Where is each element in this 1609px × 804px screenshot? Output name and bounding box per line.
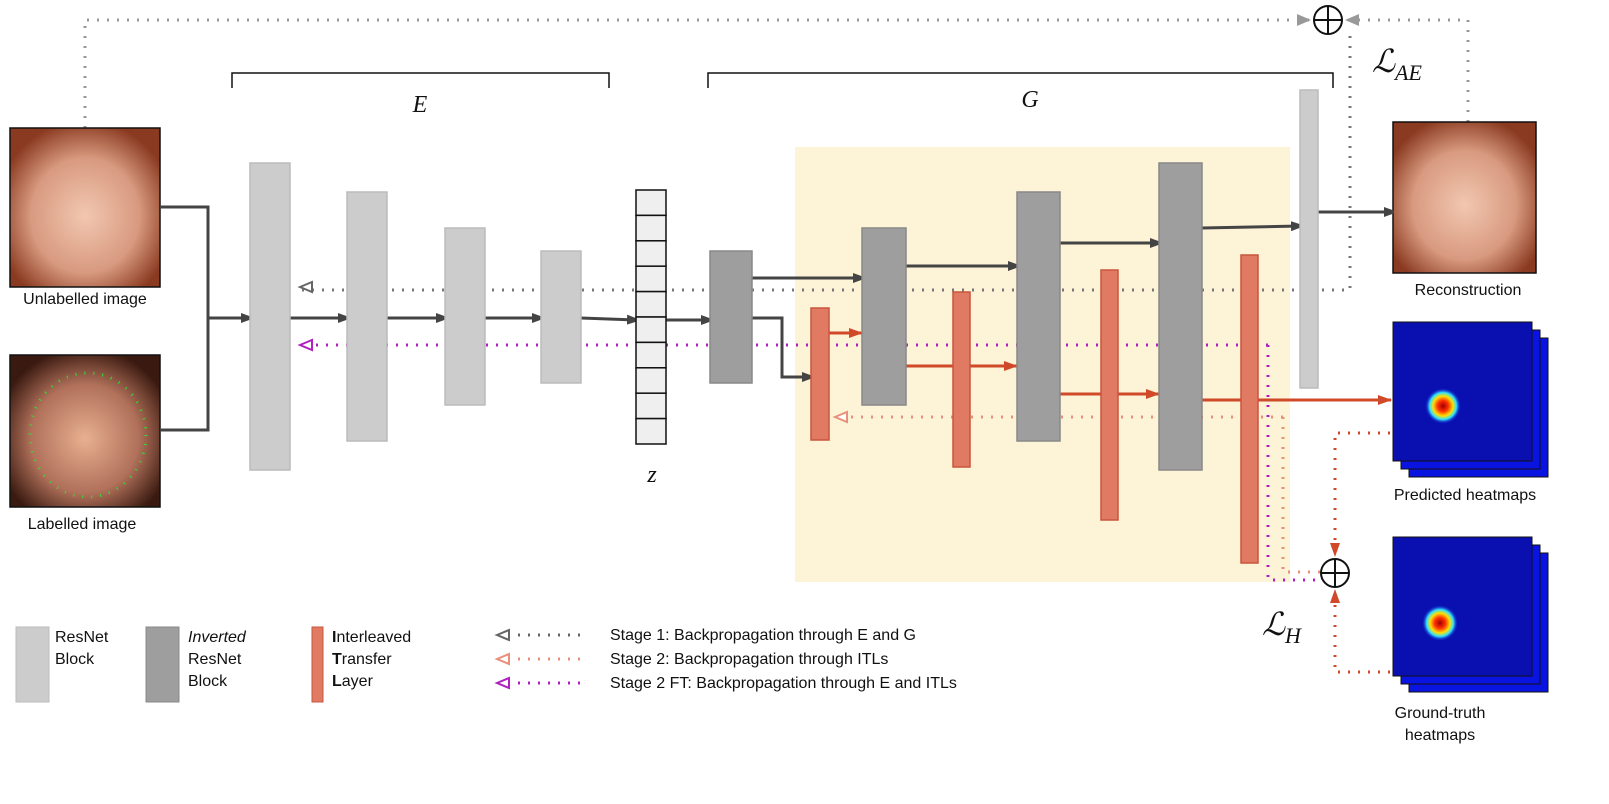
stage2-arrowhead-icon [832,410,848,424]
ground-truth-label-2: heatmaps [1405,727,1475,744]
legend-stage1-arrow-icon [494,628,510,642]
ae-sum-icon [1313,5,1343,35]
legend-itl-text-3: Layer [332,673,374,690]
reconstruction-label: Reconstruction [1415,282,1522,299]
legend-stage2ft-arrow-icon [494,676,510,690]
latent-cell [635,341,667,369]
stage2-backprop-path [837,415,1320,574]
legend-itl-text-1: Interleaved [332,629,411,646]
latent-cell [635,240,667,267]
reconstruction-image [1392,121,1537,274]
legend-itl-text-2: Transfer [332,651,392,668]
heatmap-loss-paths [1330,431,1390,674]
legend-resnet-text-1: ResNet [55,629,109,646]
legend-inverted-swatch [145,626,180,703]
loss-h-label: ℒH [1262,606,1302,648]
heatmap-sum-icon [1320,558,1350,588]
latent-cell [635,316,667,344]
predicted-heatmaps [1392,321,1549,478]
generator-bracket [707,72,1334,88]
legend: ResNet Block Inverted ResNet Block Inter… [15,626,957,703]
legend-inverted-text-1: Inverted [188,629,247,646]
encoder-bracket [231,72,610,88]
latent-cell [635,214,667,242]
latent-cell [635,367,667,394]
legend-inverted-text-3: Block [188,673,228,690]
legend-stage2-text: Stage 2: Backpropagation through ITLs [610,651,888,668]
latent-cell [635,417,667,445]
ae-loss-paths [83,14,1470,128]
legend-resnet-swatch [15,626,50,703]
encoder-label: E [412,92,428,118]
labelled-image [9,354,161,508]
latent-cell [635,392,667,420]
generator-label: G [1021,87,1038,113]
latent-cell [635,265,667,293]
stage1-arrowhead-icon [297,280,313,294]
stage2ft-arrowhead-icon [297,338,313,352]
generator-inverted-blocks [709,162,1203,471]
latent-label: z [646,462,657,488]
latent-vector [635,189,667,445]
predicted-heatmaps-label: Predicted heatmaps [1394,487,1536,504]
interleaved-transfer-layers [810,254,1259,564]
unlabelled-image [9,127,161,288]
legend-stage2ft-text: Stage 2 FT: Backpropagation through E an… [610,675,957,692]
latent-cell [635,290,667,318]
legend-resnet-text-2: Block [55,651,95,668]
legend-stage1-text: Stage 1: Backpropagation through E and G [610,627,916,644]
forward-arrows [160,205,1393,432]
legend-stage2-arrow-icon [494,652,510,666]
labelled-image-label: Labelled image [28,516,137,533]
loss-ae-label: ℒAE [1372,43,1422,85]
ground-truth-label-1: Ground-truth [1395,705,1486,722]
legend-itl-swatch [311,626,324,703]
encoder-resnet-blocks [249,89,1319,471]
latent-cell [635,189,667,217]
legend-inverted-text-2: ResNet [188,651,242,668]
ground-truth-heatmaps [1392,536,1549,693]
unlabelled-image-label: Unlabelled image [23,291,147,308]
